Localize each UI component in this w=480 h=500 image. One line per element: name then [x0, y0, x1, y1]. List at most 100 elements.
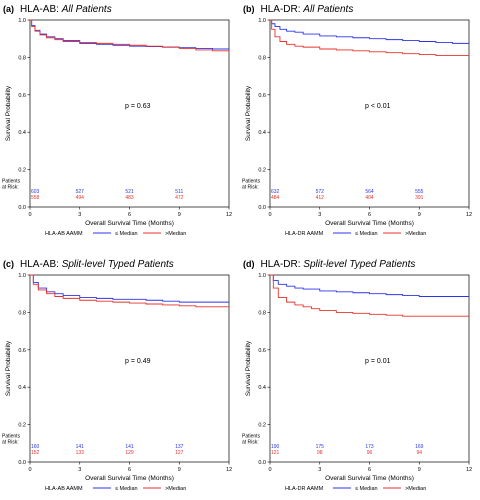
- y-tick-label: 0.8: [18, 310, 26, 316]
- risk-count: 527: [76, 189, 85, 195]
- x-tick-label: 9: [418, 212, 421, 218]
- title-prefix: HLA-AB:: [20, 4, 62, 15]
- p-value: p = 0.01: [365, 358, 391, 365]
- panel-letter: (d): [243, 259, 255, 269]
- panel-letter: (b): [243, 4, 255, 14]
- risk-count: 133: [76, 450, 85, 456]
- legend-entry: >Median: [405, 486, 426, 492]
- risk-label-line1: Patients: [242, 179, 261, 185]
- survival-curve-gt-median: [270, 274, 469, 317]
- y-tick-label: 0.0: [258, 205, 266, 211]
- x-tick-label: 3: [78, 212, 81, 218]
- legend-title: HLA-DR AAMM: [285, 231, 324, 237]
- risk-count: 572: [316, 189, 325, 195]
- y-tick-label: 0.4: [18, 385, 26, 391]
- y-tick-label: 0.6: [258, 93, 266, 99]
- y-tick-label: 1.0: [258, 18, 266, 24]
- y-tick-label: 0.8: [18, 55, 26, 61]
- risk-count: 129: [125, 450, 134, 456]
- x-tick-label: 6: [128, 467, 131, 473]
- risk-label-line1: Patients: [2, 179, 21, 185]
- plot-frame: [269, 274, 470, 463]
- risk-count: 521: [125, 189, 134, 195]
- x-tick-label: 6: [128, 212, 131, 218]
- survival-curve-le-median: [270, 274, 469, 297]
- risk-count: 472: [175, 195, 184, 201]
- x-tick-label: 6: [368, 212, 371, 218]
- survival-curve-le-median: [30, 274, 229, 303]
- x-tick-label: 3: [318, 212, 321, 218]
- x-tick-label: 3: [78, 467, 81, 473]
- p-value: p < 0.01: [365, 103, 391, 110]
- risk-count: 190: [271, 444, 280, 450]
- risk-count: 94: [416, 450, 422, 456]
- y-tick-label: 0.6: [258, 348, 266, 354]
- x-axis-label: Overall Survival Time (Months): [85, 220, 174, 227]
- x-tick-label: 0: [28, 212, 31, 218]
- survival-curve-gt-median: [30, 19, 230, 52]
- survival-curve-le-median: [270, 19, 470, 45]
- panel-c: (c) HLA-AB: Split-level Typed Patients 0.0…: [2, 259, 232, 492]
- risk-label-line2: at Risk:: [2, 440, 19, 446]
- risk-count: 483: [125, 195, 134, 201]
- risk-label-line2: at Risk:: [242, 185, 259, 191]
- risk-count: 141: [125, 444, 134, 450]
- p-value: p = 0.63: [125, 103, 151, 110]
- x-tick-label: 9: [418, 467, 421, 473]
- legend-title: HLA-AB AAMM: [45, 486, 83, 492]
- legend-entry: ≤ Median: [115, 486, 138, 492]
- legend-entry: >Median: [165, 486, 186, 492]
- y-tick-label: 0.6: [18, 93, 26, 99]
- legend-entry: ≤ Median: [355, 486, 378, 492]
- risk-count: 484: [271, 195, 280, 201]
- risk-count: 127: [175, 450, 184, 456]
- risk-count: 494: [76, 195, 85, 201]
- x-tick-label: 6: [368, 467, 371, 473]
- x-tick-label: 9: [178, 212, 181, 218]
- panel-a: (a) HLA-AB: All Patients 0.0 0.2 0.4 0.6 0.8 1.…: [2, 4, 232, 237]
- y-axis-label: Survival Probability: [5, 85, 12, 141]
- legend-entry: >Median: [405, 231, 426, 237]
- x-axis-label: Overall Survival Time (Months): [85, 475, 174, 482]
- panel-title: (b) HLA-DR: All Patients: [243, 4, 353, 15]
- legend-title: HLA-DR AAMM: [285, 486, 324, 492]
- y-tick-label: 1.0: [258, 273, 266, 279]
- y-axis-label: Survival Probability: [5, 340, 12, 396]
- panel-title: (a) HLA-AB: All Patients: [3, 4, 112, 15]
- title-prefix: HLA-AB:: [20, 259, 62, 270]
- title-italic: Split-level Typed Patients: [303, 259, 415, 270]
- y-tick-label: 0.0: [18, 205, 26, 211]
- y-tick-label: 0.4: [258, 385, 266, 391]
- panel-title: (d) HLA-DR: Split-level Typed Patients: [243, 259, 415, 270]
- x-tick-label: 0: [268, 212, 271, 218]
- panel-letter: (c): [3, 259, 14, 269]
- legend-entry: ≤ Median: [355, 231, 378, 237]
- risk-count: 137: [175, 444, 184, 450]
- risk-count: 98: [317, 450, 323, 456]
- title-italic: All Patients: [61, 4, 112, 15]
- x-tick-label: 3: [318, 467, 321, 473]
- x-tick-label: 12: [466, 467, 472, 473]
- y-tick-label: 0.0: [258, 460, 266, 466]
- x-tick-label: 12: [226, 467, 232, 473]
- y-tick-label: 0.2: [18, 168, 26, 174]
- panel-b: (b) HLA-DR: All Patients 0.0 0.2 0.4 0.6 0.8 1.…: [242, 4, 472, 237]
- risk-count: 160: [31, 444, 40, 450]
- risk-count: 169: [415, 444, 424, 450]
- risk-count: 175: [316, 444, 325, 450]
- risk-count: 603: [31, 189, 40, 195]
- legend-entry: >Median: [165, 231, 186, 237]
- title-prefix: HLA-DR:: [261, 259, 304, 270]
- title-prefix: HLA-DR:: [261, 4, 304, 15]
- risk-count: 511: [175, 189, 183, 195]
- x-tick-label: 0: [28, 467, 31, 473]
- risk-count: 173: [365, 444, 374, 450]
- panel-title: (c) HLA-AB: Split-level Typed Patients: [3, 259, 174, 270]
- p-value: p = 0.49: [125, 358, 151, 365]
- panel-d: (d) HLA-DR: Split-level Typed Patients 0.0…: [242, 259, 472, 492]
- y-tick-label: 0.8: [258, 310, 266, 316]
- y-tick-label: 1.0: [18, 273, 26, 279]
- risk-label-line1: Patients: [2, 434, 21, 440]
- y-tick-label: 0.2: [18, 423, 26, 429]
- risk-label-line1: Patients: [242, 434, 261, 440]
